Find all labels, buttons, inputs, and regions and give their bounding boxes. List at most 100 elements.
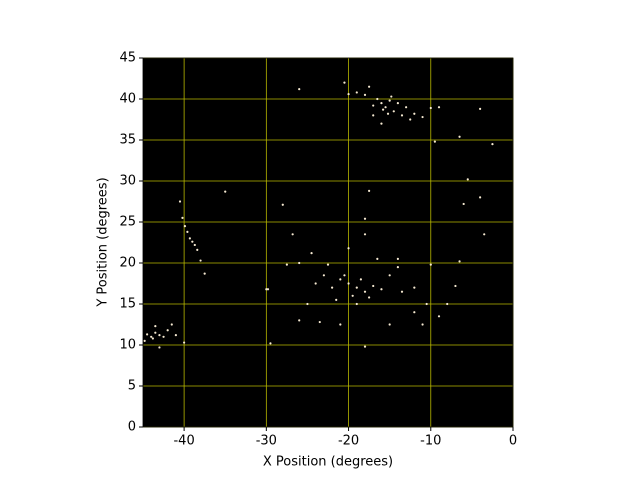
data-point	[355, 91, 358, 94]
data-point	[186, 230, 189, 233]
x-tick-label: -10	[420, 434, 441, 449]
data-point	[400, 290, 404, 293]
x-tick-label: -30	[256, 434, 277, 449]
data-point	[203, 272, 206, 275]
data-point	[409, 118, 412, 121]
data-point	[372, 104, 375, 107]
data-point	[413, 112, 416, 115]
data-point	[388, 274, 391, 277]
data-point	[143, 339, 146, 342]
data-point	[462, 202, 465, 206]
data-point	[380, 288, 383, 291]
data-point	[331, 286, 334, 289]
y-tick-label: 10	[119, 338, 136, 353]
data-point	[363, 345, 367, 348]
data-point	[359, 278, 362, 281]
data-point	[368, 296, 371, 299]
data-point	[396, 257, 399, 260]
data-point	[413, 286, 416, 289]
data-point	[224, 190, 227, 193]
data-point	[388, 323, 391, 326]
data-point	[368, 189, 371, 192]
data-point	[154, 331, 157, 334]
y-tick-label: 25	[119, 215, 136, 230]
data-point	[174, 334, 177, 337]
data-point	[170, 323, 173, 326]
data-point	[306, 302, 309, 306]
data-point	[446, 302, 449, 306]
data-point	[437, 315, 441, 318]
data-point	[386, 112, 390, 115]
y-tick-label: 40	[119, 92, 136, 107]
data-point	[162, 335, 165, 338]
data-point	[384, 106, 387, 109]
data-point	[351, 294, 354, 297]
y-tick-label: 30	[119, 174, 136, 189]
data-point	[298, 319, 301, 322]
data-point	[413, 311, 416, 314]
data-point	[269, 342, 272, 345]
y-tick-label: 15	[119, 297, 136, 312]
data-point	[285, 263, 288, 266]
data-point	[199, 259, 202, 262]
y-axis-label: Y Position (degrees)	[96, 177, 111, 307]
data-point	[429, 263, 432, 266]
data-point	[466, 178, 469, 181]
data-point	[372, 284, 375, 288]
data-point	[380, 102, 383, 105]
data-point	[322, 274, 325, 277]
data-point	[400, 114, 404, 117]
data-point	[405, 106, 408, 109]
data-point	[178, 200, 182, 203]
data-point	[479, 196, 482, 199]
data-point	[298, 261, 301, 265]
data-point	[421, 115, 424, 119]
data-point	[181, 216, 184, 219]
data-point	[191, 240, 194, 243]
x-axis-label: X Position (degrees)	[263, 455, 393, 470]
data-point	[429, 106, 432, 110]
data-point	[396, 102, 399, 105]
data-point	[158, 346, 161, 349]
data-point	[146, 333, 149, 336]
data-point	[193, 243, 196, 247]
data-point	[151, 337, 154, 340]
data-point	[421, 323, 424, 326]
y-tick-label: 5	[128, 379, 136, 394]
data-point	[335, 298, 338, 301]
data-point	[388, 99, 391, 102]
data-point	[347, 282, 350, 285]
data-point	[355, 286, 358, 289]
data-point	[183, 341, 186, 344]
data-point	[483, 233, 486, 236]
data-point	[339, 278, 342, 281]
data-point	[454, 284, 457, 288]
data-point	[458, 135, 461, 138]
data-point	[458, 260, 461, 263]
data-point	[326, 263, 330, 266]
data-point	[265, 288, 268, 291]
data-point	[266, 288, 270, 291]
data-point	[425, 302, 428, 306]
data-point	[339, 323, 342, 326]
data-point	[363, 217, 367, 220]
data-point	[314, 282, 317, 285]
y-tick-label: 20	[119, 256, 136, 271]
data-point	[154, 325, 157, 328]
data-point	[392, 110, 395, 113]
plot-background	[143, 58, 513, 427]
data-point	[376, 97, 379, 101]
data-point	[381, 108, 385, 111]
data-point	[396, 266, 399, 269]
data-point	[150, 335, 153, 338]
data-point	[372, 114, 375, 117]
data-point	[390, 95, 393, 98]
data-point	[183, 225, 187, 228]
data-point	[368, 85, 371, 88]
y-tick-label: 35	[119, 133, 136, 148]
data-point	[281, 203, 284, 206]
plot-frame	[142, 57, 514, 428]
data-point	[479, 107, 482, 110]
data-point	[310, 252, 313, 255]
